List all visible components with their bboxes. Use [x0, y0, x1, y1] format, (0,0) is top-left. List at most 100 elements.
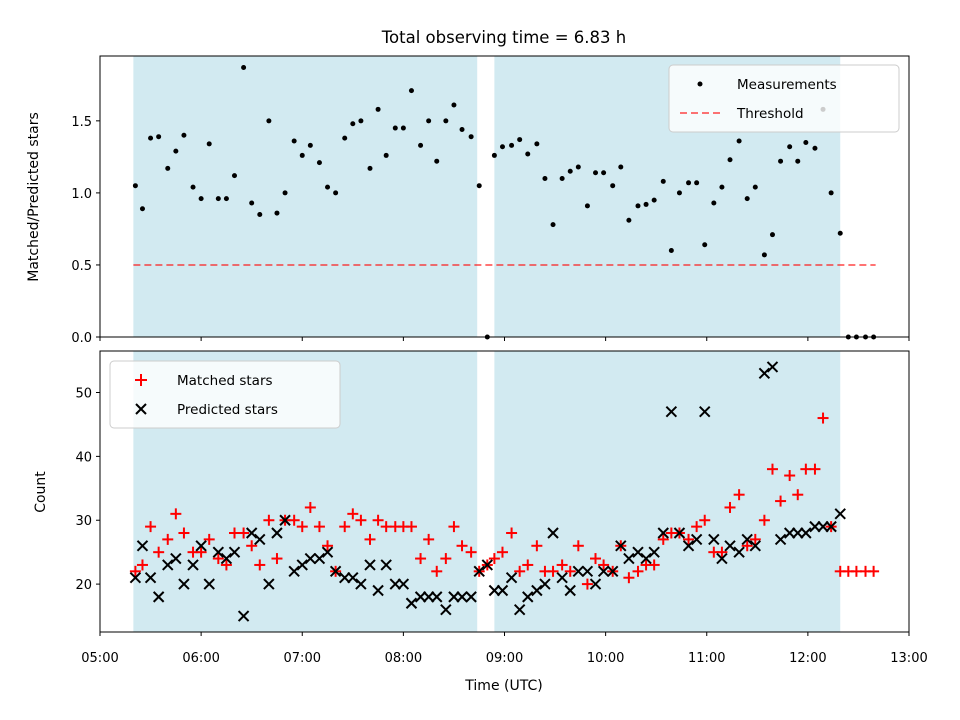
matched-star-point [448, 521, 460, 533]
measurement-point [266, 118, 272, 124]
measurement-point [778, 158, 784, 164]
predicted-star-point [682, 540, 695, 552]
predicted-star-point [733, 546, 745, 558]
measurement-point [451, 102, 457, 108]
matched-star-point [347, 508, 359, 520]
matched-star-point [531, 540, 543, 552]
measurement-point [392, 125, 398, 131]
measurement-point [190, 184, 196, 190]
bottom-legend: Matched stars Predicted stars [109, 360, 341, 429]
measurement-point [418, 142, 424, 148]
measurement-point [375, 106, 381, 112]
predicted-star-point [414, 591, 427, 603]
top-panel: 0.0 0.5 1.0 1.5 Matched/Predicted stars Mea… [26, 55, 910, 346]
measurement-point [651, 197, 657, 203]
predicted-star-point [556, 572, 568, 584]
predicted-star-point [144, 572, 157, 584]
predicted-star-point [774, 533, 787, 546]
predicted-star-point [347, 572, 359, 584]
measurement-point [803, 139, 809, 145]
matched-star-point [145, 521, 157, 533]
predicted-star-point [313, 552, 326, 565]
predicted-star-point [758, 367, 771, 380]
measurement-point [291, 138, 297, 144]
top-shaded-intervals [133, 56, 841, 337]
predicted-star-point [129, 572, 142, 584]
matched-star-point [648, 559, 660, 571]
matched-star-point [506, 527, 518, 539]
predicted-star-point [178, 578, 190, 590]
predicted-star-point [279, 514, 291, 526]
predicted-star-point [488, 584, 501, 597]
measurement-point [593, 170, 599, 176]
matched-star-point [547, 565, 559, 577]
top-shade-0 [133, 56, 478, 337]
matched-star-point [741, 540, 753, 552]
predicted-star-point [749, 540, 761, 552]
measurement-point [443, 118, 449, 124]
predicted-star-point [547, 527, 559, 539]
matched-star-point [440, 553, 452, 565]
matched-star-point [296, 521, 308, 533]
matched-star-point [415, 553, 427, 565]
matched-star-point [263, 514, 275, 526]
measurement-point [837, 230, 843, 236]
measurement-point [333, 190, 339, 196]
matched-stars-series [129, 412, 880, 590]
matched-legend-marker [135, 374, 147, 386]
measurement-point [249, 200, 255, 206]
matched-star-point [632, 565, 644, 577]
predicted-star-point [648, 546, 660, 558]
top-x-ticks [99, 337, 910, 341]
bottom-y-axis-label: Count [33, 471, 49, 513]
measurement-point [676, 190, 682, 196]
matched-star-point [809, 463, 821, 475]
measurement-point [534, 141, 540, 147]
measurement-point [812, 145, 818, 151]
measurement-point [316, 160, 322, 166]
predicted-star-point [364, 559, 376, 571]
matched-star-point [153, 546, 165, 558]
predicted-star-point [766, 361, 779, 373]
predicted-star-point [632, 546, 644, 558]
predicted-star-point [237, 610, 250, 622]
predicted-star-point [263, 578, 275, 590]
predicted-star-point [741, 533, 753, 546]
predicted-star-point [203, 578, 215, 590]
measurement-point [711, 200, 717, 206]
x-tick-label: 08:00 [385, 651, 422, 666]
predicted-star-point [615, 540, 627, 552]
measurement-point [148, 135, 154, 141]
measurement-point [559, 175, 565, 181]
predicted-star-point [800, 527, 812, 539]
matched-star-point [322, 540, 334, 552]
measurement-point [181, 132, 187, 138]
measurement-point [752, 184, 758, 190]
matched-star-point [784, 470, 796, 482]
predicted-star-point [699, 405, 711, 418]
measurement-point [702, 242, 708, 248]
predicted-star-point [589, 578, 602, 590]
matched-star-point [691, 521, 703, 533]
measurement-point [299, 152, 305, 158]
predicted-star-point [783, 527, 796, 539]
predicted-star-point [372, 584, 384, 597]
measurement-point [223, 196, 229, 202]
predicted-star-point [817, 520, 829, 533]
measurement-point [325, 184, 331, 190]
matched-star-point [581, 578, 593, 590]
measurement-point [231, 173, 237, 179]
matched-star-point [364, 533, 376, 545]
predicted-star-point [456, 591, 468, 603]
predicted-star-point [187, 559, 199, 571]
matched-star-point [238, 527, 250, 539]
predicted-star-point [505, 572, 518, 584]
measurement-point [618, 164, 624, 170]
predicted-star-point [339, 572, 351, 584]
measurement-point [307, 142, 313, 148]
bottom-y-tick-label: 30 [75, 514, 92, 529]
measurement-point [769, 232, 775, 238]
matched-star-point [657, 533, 669, 545]
matched-star-point [271, 553, 283, 565]
